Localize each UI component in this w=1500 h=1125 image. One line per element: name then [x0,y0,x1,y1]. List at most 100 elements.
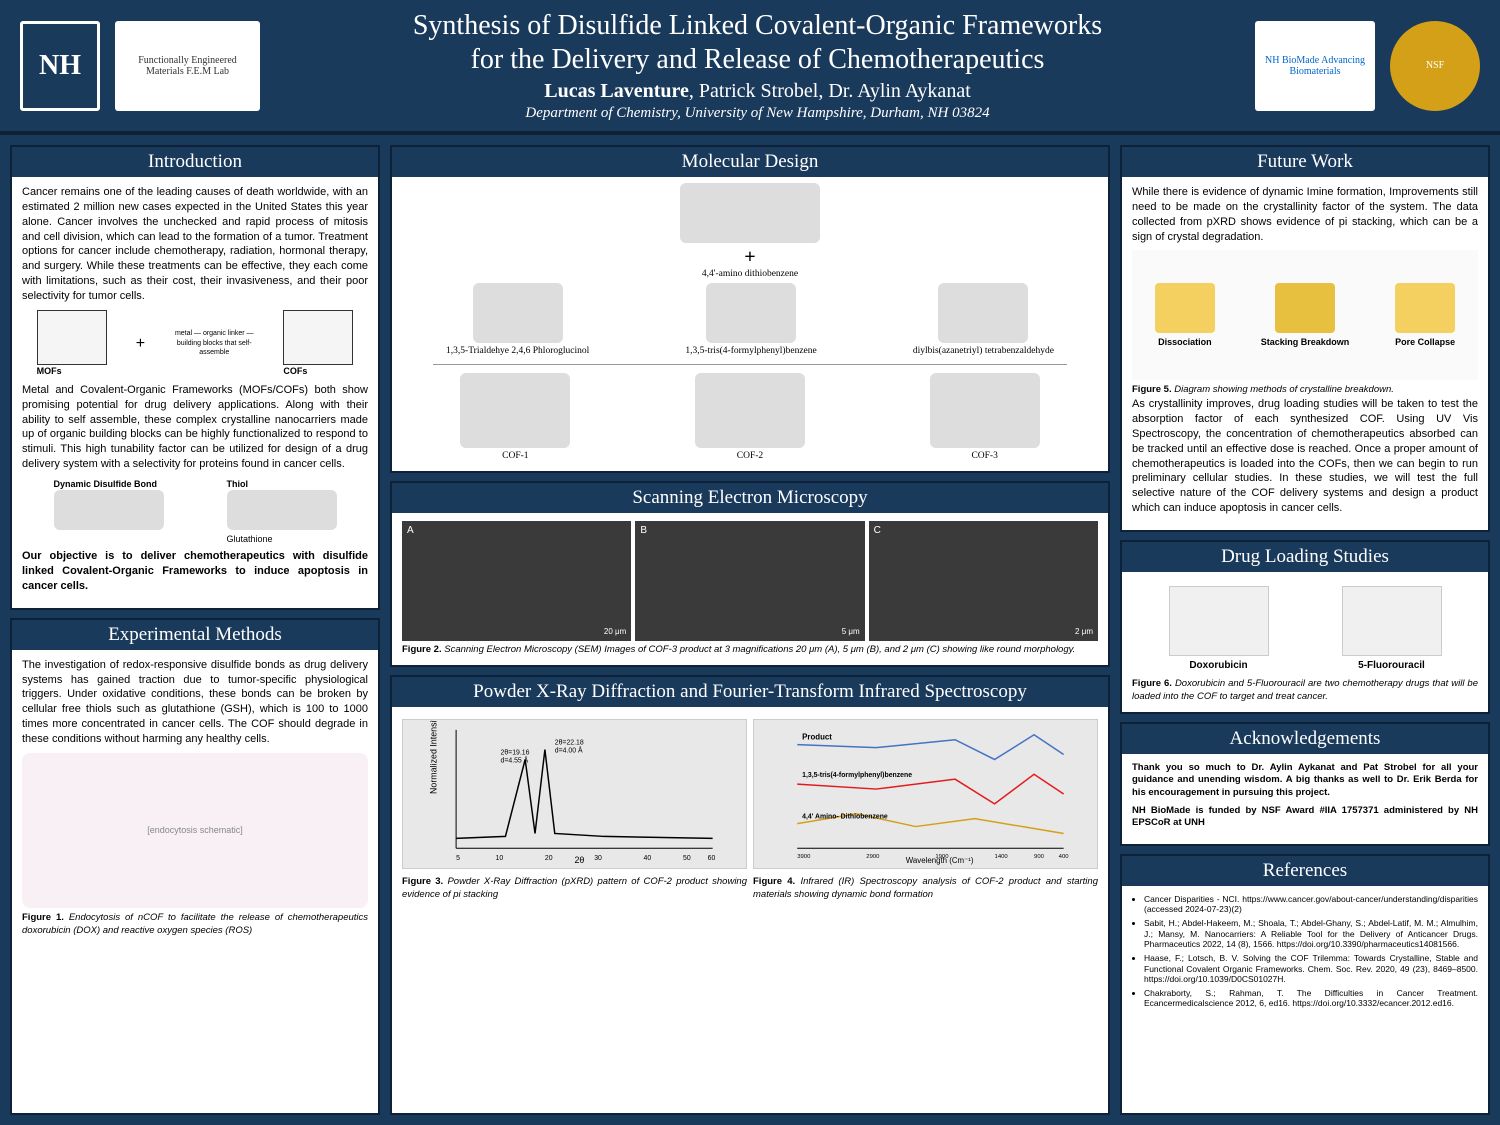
logo-nsf: NSF [1390,21,1480,111]
mid-mol-2: diylbis(azanetriyl) tetrabenzaldehyde [913,346,1054,356]
svg-text:20: 20 [545,855,553,862]
ack-panel: Acknowledgements Thank you so much to Dr… [1120,722,1490,846]
ack-p2: NH BioMade is funded by NSF Award #IIA 1… [1132,805,1478,828]
drug-structures: Doxorubicin 5-Fluorouracil [1132,586,1478,673]
sem-panel: Scanning Electron Microscopy A20 μm B5 μ… [390,481,1110,667]
logo-biomade: NH BioMade Advancing Biomaterials [1255,21,1375,111]
mid-mol-1: 1,3,5-tris(4-formylphenyl)benzene [685,346,816,356]
poster-title: Synthesis of Disulfide Linked Covalent-O… [275,9,1240,76]
dissociation-label: Dissociation [1158,337,1212,347]
methods-body: The investigation of redox-responsive di… [12,650,378,946]
refs-panel: References Cancer Disparities - NCI. htt… [1120,854,1490,1115]
future-header: Future Work [1122,147,1488,177]
svg-text:30: 30 [594,855,602,862]
future-p2: As crystallinity improves, drug loading … [1132,397,1478,516]
top-molecule: + 4,4'-amino dithiobenzene [680,183,820,279]
svg-text:400: 400 [1059,854,1070,860]
fig2-caption: Figure 2. Scanning Electron Microscopy (… [402,644,1098,657]
svg-text:d=4.00 Å: d=4.00 Å [555,745,583,754]
title-line2: for the Delivery and Release of Chemothe… [471,44,1045,75]
fig1-caption: Figure 1. Endocytosis of nCOF to facilit… [22,912,368,938]
svg-text:60: 60 [708,855,716,862]
intro-objective: Our objective is to deliver chemotherape… [22,550,368,592]
fig4-caption: Figure 4. Infrared (IR) Spectroscopy ana… [753,876,1098,902]
sem-body: A20 μm B5 μm C2 μm Figure 2. Scanning El… [392,513,1108,665]
cof-1: COF-1 [502,451,528,461]
ref-0: Cancer Disparities - NCI. https://www.ca… [1144,894,1478,915]
spectro-panel: Powder X-Ray Diffraction and Fourier-Tra… [390,675,1110,1115]
intro-body: Cancer remains one of the leading causes… [12,177,378,608]
sem-images: A20 μm B5 μm C2 μm [402,521,1098,641]
methods-panel: Experimental Methods The investigation o… [10,618,380,1115]
left-column: Introduction Cancer remains one of the l… [10,145,380,1115]
ref-2: Haase, F.; Lotsch, B. V. Solving the COF… [1144,953,1478,985]
cof-molecules: COF-1 COF-2 COF-3 [398,373,1102,461]
intro-p1: Cancer remains one of the leading causes… [22,185,368,304]
svg-text:3900: 3900 [797,854,811,860]
sem-a: A20 μm [402,521,631,641]
mid-molecules: 1,3,5-Trialdehye 2,4,6 Phloroglucinol 1,… [398,283,1102,356]
future-body: While there is evidence of dynamic Imine… [1122,177,1488,530]
design-panel: Molecular Design + 4,4'-amino dithiobenz… [390,145,1110,473]
fig5-caption: Figure 5. Diagram showing methods of cry… [1132,384,1478,397]
svg-text:1400: 1400 [995,854,1009,860]
refs-body: Cancer Disparities - NCI. https://www.ca… [1122,886,1488,1020]
ack-header: Acknowledgements [1122,724,1488,754]
ack-p1: Thank you so much to Dr. Aylin Aykanat a… [1132,762,1478,798]
co-authors: , Patrick Strobel, Dr. Aylin Aykanat [689,80,971,102]
5fu-label: 5-Fluorouracil [1358,660,1425,671]
svg-text:d=4.55 Å: d=4.55 Å [501,755,529,764]
sem-c: C2 μm [869,521,1098,641]
svg-text:Normalized Intensity (a.u): Normalized Intensity (a.u) [428,720,438,794]
svg-text:2θ: 2θ [575,855,585,865]
right-column: Future Work While there is evidence of d… [1120,145,1490,1115]
svg-text:40: 40 [644,855,652,862]
svg-text:1,3,5-tris(4-formylphenyl)benz: 1,3,5-tris(4-formylphenyl)benzene [802,772,912,779]
svg-text:4,4' Amino- Dithiobenzene: 4,4' Amino- Dithiobenzene [802,813,888,820]
mof-label: MOFs [37,366,62,376]
refs-header: References [1122,856,1488,886]
spectro-body: Normalized Intensity (a.u) 2θ=19.16 d=4.… [392,707,1108,910]
sem-b: B5 μm [635,521,864,641]
endocytosis-figure: [endocytosis schematic] [22,753,368,908]
fig6-caption: Figure 6. Doxorubicin and 5-Fluorouracil… [1132,678,1478,704]
authors: Lucas Laventure, Patrick Strobel, Dr. Ay… [275,80,1240,103]
drugs-body: Doxorubicin 5-Fluorouracil Figure 6. Dox… [1122,572,1488,712]
svg-text:2900: 2900 [866,854,880,860]
future-panel: Future Work While there is evidence of d… [1120,145,1490,532]
methods-p1: The investigation of redox-responsive di… [22,658,368,747]
intro-header: Introduction [12,147,378,177]
cof-2: COF-2 [737,451,763,461]
dox-label: Doxorubicin [1189,660,1247,671]
ref-1: Sabit, H.; Abdel-Hakeem, M.; Shoala, T.;… [1144,918,1478,950]
header-center: Synthesis of Disulfide Linked Covalent-O… [275,9,1240,122]
thiol-label: Thiol [227,479,249,489]
glut-label: Glutathione [227,534,273,544]
logo-unh: NH [20,21,100,111]
header: NH Functionally Engineered Materials F.E… [0,0,1500,135]
bond-diagram: Dynamic Disulfide Bond Thiol Glutathione [22,478,368,545]
drugs-header: Drug Loading Studies [1122,542,1488,572]
ref-3: Chakraborty, S.; Rahman, T. The Difficul… [1144,988,1478,1009]
poster-body: Introduction Cancer remains one of the l… [0,135,1500,1125]
intro-panel: Introduction Cancer remains one of the l… [10,145,380,610]
spectro-row: Normalized Intensity (a.u) 2θ=19.16 d=4.… [402,715,1098,873]
ack-body: Thank you so much to Dr. Aylin Aykanat a… [1122,754,1488,844]
design-header: Molecular Design [392,147,1108,177]
cof-3: COF-3 [971,451,997,461]
drugs-panel: Drug Loading Studies Doxorubicin 5-Fluor… [1120,540,1490,714]
xrd-chart: Normalized Intensity (a.u) 2θ=19.16 d=4.… [402,719,747,869]
title-line1: Synthesis of Disulfide Linked Covalent-O… [413,10,1102,41]
svg-text:10: 10 [496,855,504,862]
bond-label: Dynamic Disulfide Bond [54,479,158,489]
middle-column: Molecular Design + 4,4'-amino dithiobenz… [390,145,1110,1115]
lead-author: Lucas Laventure [544,80,689,102]
department: Department of Chemistry, University of N… [275,105,1240,122]
svg-text:900: 900 [1034,854,1045,860]
stacking-label: Stacking Breakdown [1261,337,1350,347]
fig3-caption: Figure 3. Powder X-Ray Diffraction (pXRD… [402,876,747,902]
molecular-grid: + 4,4'-amino dithiobenzene 1,3,5-Trialde… [392,177,1108,471]
svg-text:2θ=22.18: 2θ=22.18 [555,739,584,746]
logo-fem: Functionally Engineered Materials F.E.M … [115,21,260,111]
svg-text:5: 5 [456,855,460,862]
